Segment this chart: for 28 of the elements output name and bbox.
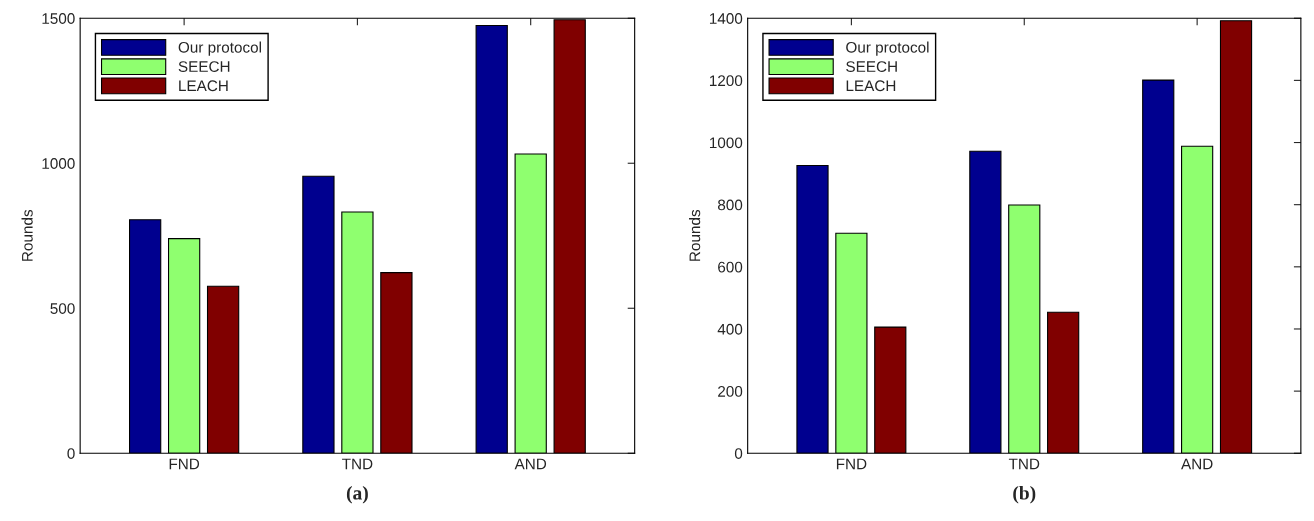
y-tick-label: 1200 <box>709 75 743 87</box>
legend-label: SEECH <box>178 61 230 72</box>
y-tick-label: 1400 <box>709 13 743 24</box>
x-tick-label: TND <box>1008 458 1040 470</box>
text: (a) <box>346 485 368 504</box>
x-tick-label: AND <box>1181 458 1213 470</box>
legend-label: LEACH <box>179 80 228 92</box>
text: (b) <box>1013 485 1036 504</box>
y-tick-label: 0 <box>67 448 75 459</box>
y-tick-label: 400 <box>717 323 743 335</box>
legend-label: LEACH <box>846 80 896 92</box>
y-axis-title: Rounds <box>689 209 701 261</box>
x-tick-label: TND <box>342 458 373 470</box>
legend-label: SEECH <box>846 61 897 72</box>
x-tick-label: AND <box>514 458 547 470</box>
y-tick-label: 1500 <box>42 13 75 24</box>
y-axis-title: Rounds <box>21 209 33 261</box>
y-tick-label: 1000 <box>709 137 743 149</box>
legend-label: Our protocol <box>846 41 929 56</box>
x-tick-label: FND <box>836 458 867 470</box>
y-tick-label: 600 <box>718 261 743 273</box>
y-tick-label: 200 <box>718 385 743 397</box>
y-tick-label: 1000 <box>42 158 75 169</box>
y-tick-label: 500 <box>50 303 75 314</box>
y-tick-label: 800 <box>717 199 743 211</box>
legend-label: Our protocol <box>178 41 261 56</box>
x-tick-label: FND <box>169 458 200 470</box>
y-tick-label: 0 <box>734 448 743 459</box>
